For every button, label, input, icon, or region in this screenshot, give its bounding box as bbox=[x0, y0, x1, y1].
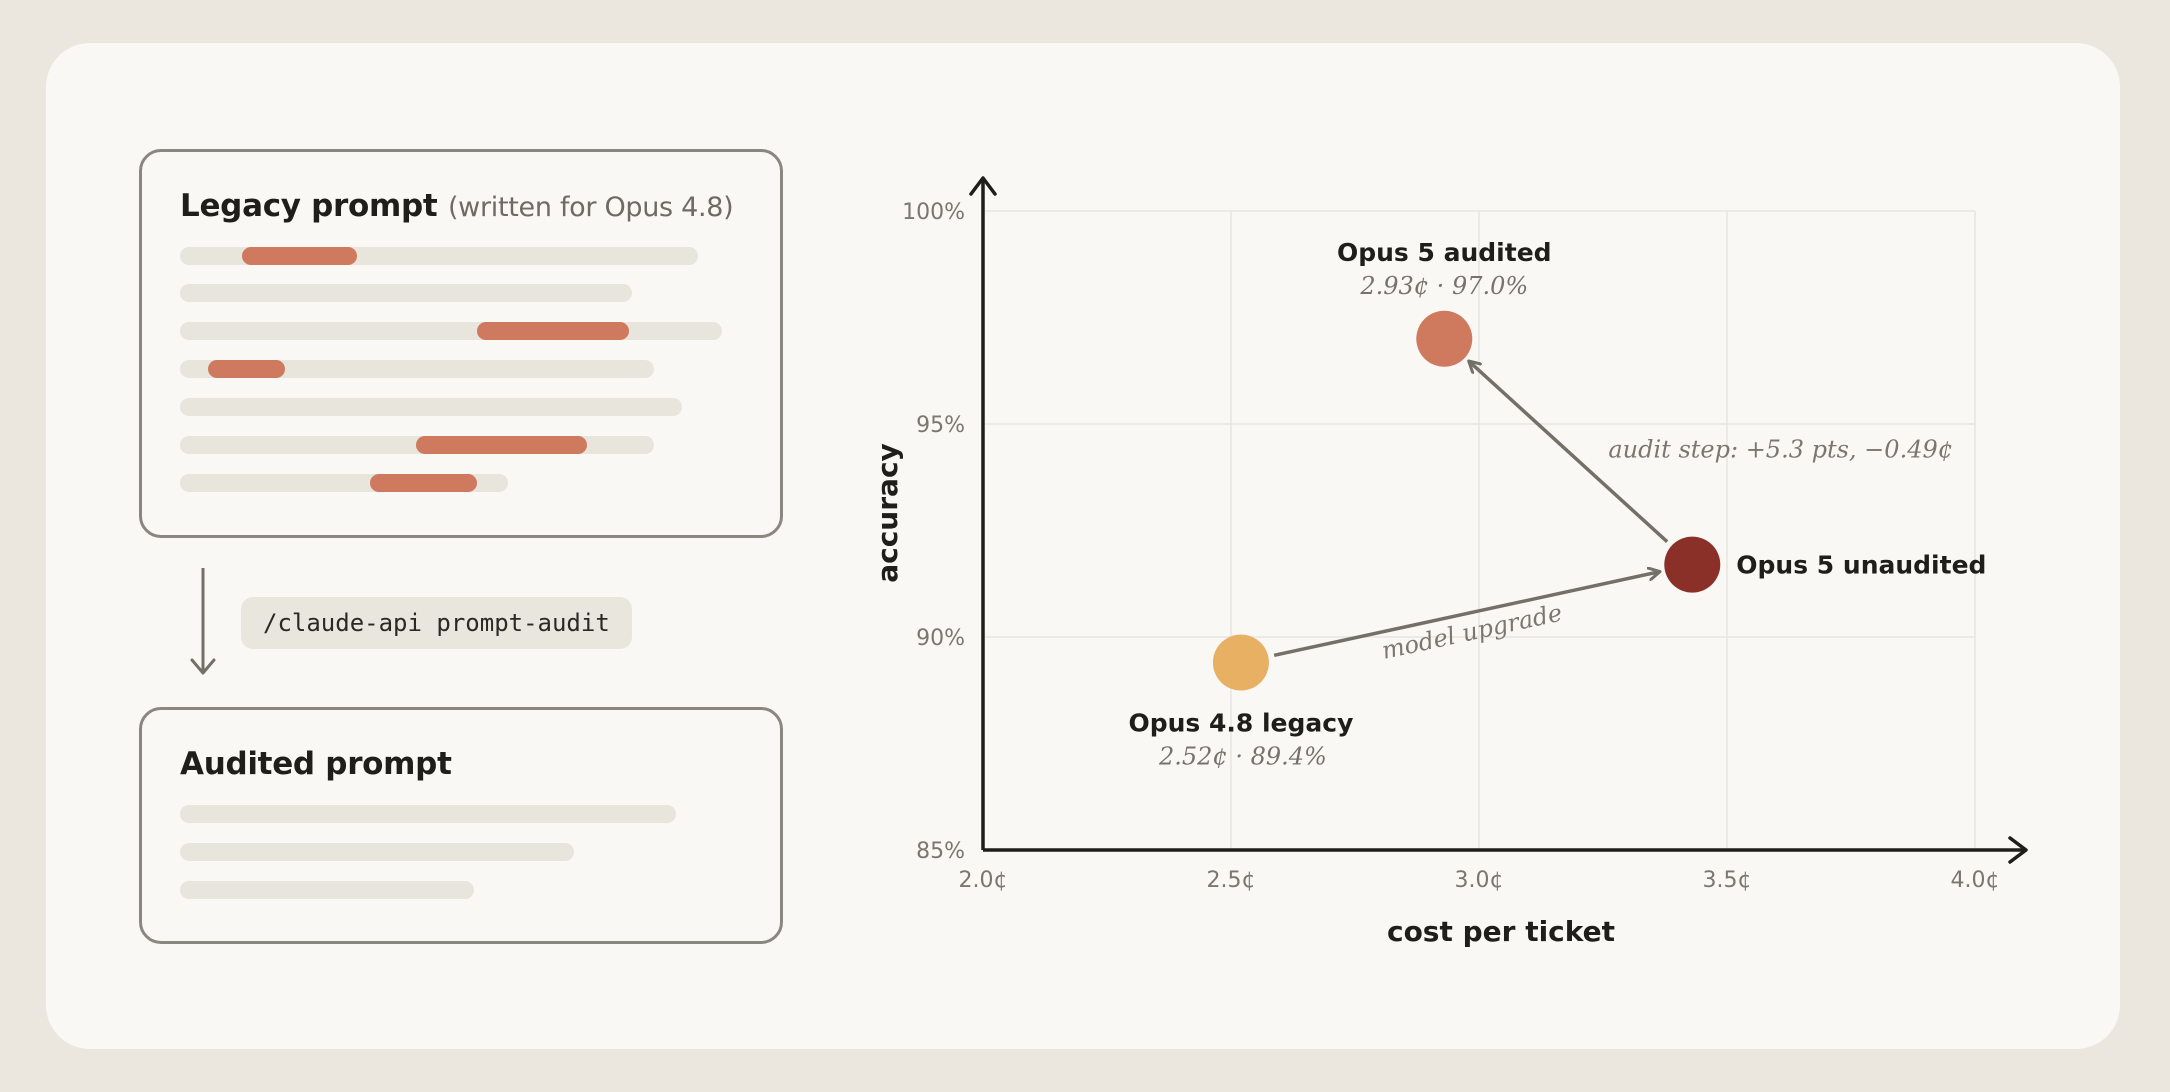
point-name-label: Opus 4.8 legacy bbox=[1128, 709, 1353, 738]
x-axis-title: cost per ticket bbox=[1387, 915, 1615, 948]
audit-step-label: audit step: +5.3 pts, −0.49¢ bbox=[1608, 435, 1953, 463]
prompt-text-line bbox=[180, 284, 632, 302]
legacy-prompt-title: Legacy prompt (written for Opus 4.8) bbox=[180, 188, 734, 224]
y-axis-title: accuracy bbox=[871, 443, 904, 583]
x-tick-label: 2.0¢ bbox=[959, 868, 1008, 893]
chart-points bbox=[1212, 310, 1721, 691]
point-opus-5-unaudited bbox=[1664, 536, 1721, 593]
x-tick-label: 4.0¢ bbox=[1951, 868, 2000, 893]
y-tick-label: 95% bbox=[916, 413, 965, 438]
point-name-label: Opus 5 audited bbox=[1337, 238, 1552, 267]
audited-prompt-panel: Audited prompt bbox=[139, 707, 783, 944]
prompt-text-line bbox=[180, 322, 722, 340]
y-axis-arrowhead bbox=[969, 176, 997, 196]
chart-arrows: model upgrade audit step: +5.3 pts, −0.49… bbox=[1273, 362, 1953, 665]
y-tick-label: 90% bbox=[916, 626, 965, 651]
chart-labels: Opus 4.8 legacy 2.52¢ · 89.4% Opus 5 audit… bbox=[1128, 238, 1986, 771]
flagged-span bbox=[416, 436, 587, 454]
point-opus-5-audited bbox=[1416, 310, 1473, 367]
audited-prompt-title: Audited prompt bbox=[180, 746, 452, 782]
point-value-label: 2.93¢ · 97.0% bbox=[1359, 272, 1528, 300]
point-name-label: Opus 5 unaudited bbox=[1736, 551, 1986, 580]
legacy-prompt-panel: Legacy prompt (written for Opus 4.8) bbox=[139, 149, 783, 538]
flagged-span bbox=[208, 360, 285, 378]
legacy-prompt-title-text: Legacy prompt bbox=[180, 188, 438, 224]
x-tick-label: 2.5¢ bbox=[1207, 868, 1256, 893]
chart-ticks: 2.0¢ 2.5¢ 3.0¢ 3.5¢ 4.0¢ 85% 90% 95% 100% bbox=[902, 200, 1999, 893]
prompt-text-line bbox=[180, 843, 574, 861]
x-tick-label: 3.5¢ bbox=[1703, 868, 1752, 893]
y-tick-label: 85% bbox=[916, 839, 965, 864]
prompt-text-line bbox=[180, 360, 654, 378]
model-upgrade-label: model upgrade bbox=[1379, 599, 1564, 665]
legacy-prompt-subtitle: (written for Opus 4.8) bbox=[447, 192, 734, 223]
x-tick-label: 3.0¢ bbox=[1455, 868, 1504, 893]
prompt-text-line bbox=[180, 398, 682, 416]
prompt-audit-command: /claude-api prompt-audit bbox=[241, 597, 632, 649]
prompt-text-line bbox=[180, 474, 508, 492]
flagged-span bbox=[477, 322, 629, 340]
chart-axes bbox=[969, 176, 2028, 864]
prompt-text-line bbox=[180, 805, 676, 823]
x-axis-arrowhead bbox=[2008, 836, 2028, 864]
prompt-text-line bbox=[180, 247, 698, 265]
flagged-span bbox=[242, 247, 357, 265]
prompt-text-line bbox=[180, 881, 474, 899]
prompt-text-line bbox=[180, 436, 654, 454]
chart-grid bbox=[983, 210, 1976, 850]
arrow-audit-step bbox=[1469, 362, 1669, 543]
y-tick-label: 100% bbox=[902, 200, 965, 225]
point-opus-4-8-legacy bbox=[1212, 634, 1269, 691]
flagged-span bbox=[370, 474, 477, 492]
down-arrow-icon bbox=[190, 568, 216, 675]
arrow-model-upgrade bbox=[1273, 572, 1659, 658]
point-value-label: 2.52¢ · 89.4% bbox=[1158, 743, 1327, 771]
